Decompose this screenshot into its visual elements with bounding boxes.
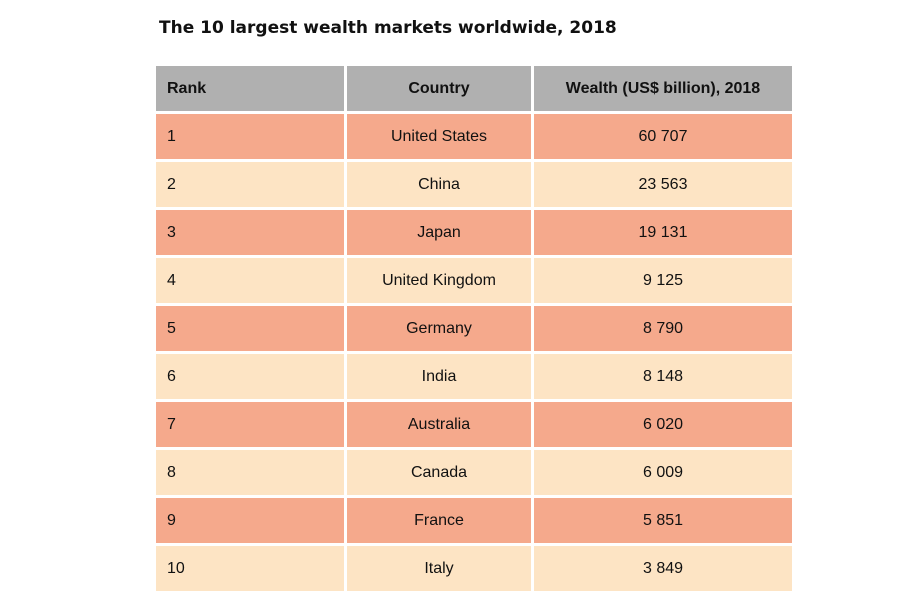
wealth-cell: 8 148 [534, 354, 792, 399]
rank-cell: 5 [156, 306, 344, 351]
wealth-cell: 5 851 [534, 498, 792, 543]
table-row: 1 United States 60 707 [156, 114, 792, 159]
rank-cell: 2 [156, 162, 344, 207]
table-row: 8 Canada 6 009 [156, 450, 792, 495]
wealth-cell: 23 563 [534, 162, 792, 207]
table-row: 5 Germany 8 790 [156, 306, 792, 351]
country-cell: Japan [347, 210, 531, 255]
country-cell: Italy [347, 546, 531, 591]
country-cell: United Kingdom [347, 258, 531, 303]
wealth-table: Rank Country Wealth (US$ billion), 2018 … [156, 66, 792, 594]
chart-title: The 10 largest wealth markets worldwide,… [159, 18, 617, 38]
rank-cell: 4 [156, 258, 344, 303]
rank-cell: 7 [156, 402, 344, 447]
table-row: 7 Australia 6 020 [156, 402, 792, 447]
table-row: 4 United Kingdom 9 125 [156, 258, 792, 303]
rank-cell: 8 [156, 450, 344, 495]
wealth-cell: 8 790 [534, 306, 792, 351]
country-cell: China [347, 162, 531, 207]
country-cell: India [347, 354, 531, 399]
country-cell: United States [347, 114, 531, 159]
table-row: 2 China 23 563 [156, 162, 792, 207]
wealth-cell: 6 020 [534, 402, 792, 447]
wealth-cell: 19 131 [534, 210, 792, 255]
table-row: 3 Japan 19 131 [156, 210, 792, 255]
header-country: Country [347, 66, 531, 111]
rank-cell: 3 [156, 210, 344, 255]
rank-cell: 10 [156, 546, 344, 591]
table-header-row: Rank Country Wealth (US$ billion), 2018 [156, 66, 792, 111]
rank-cell: 9 [156, 498, 344, 543]
country-cell: Australia [347, 402, 531, 447]
wealth-cell: 3 849 [534, 546, 792, 591]
table-row: 6 India 8 148 [156, 354, 792, 399]
table-row: 9 France 5 851 [156, 498, 792, 543]
wealth-cell: 60 707 [534, 114, 792, 159]
rank-cell: 6 [156, 354, 344, 399]
country-cell: France [347, 498, 531, 543]
wealth-cell: 6 009 [534, 450, 792, 495]
rank-cell: 1 [156, 114, 344, 159]
country-cell: Germany [347, 306, 531, 351]
header-rank: Rank [156, 66, 344, 111]
table-row: 10 Italy 3 849 [156, 546, 792, 591]
header-wealth: Wealth (US$ billion), 2018 [534, 66, 792, 111]
wealth-cell: 9 125 [534, 258, 792, 303]
country-cell: Canada [347, 450, 531, 495]
